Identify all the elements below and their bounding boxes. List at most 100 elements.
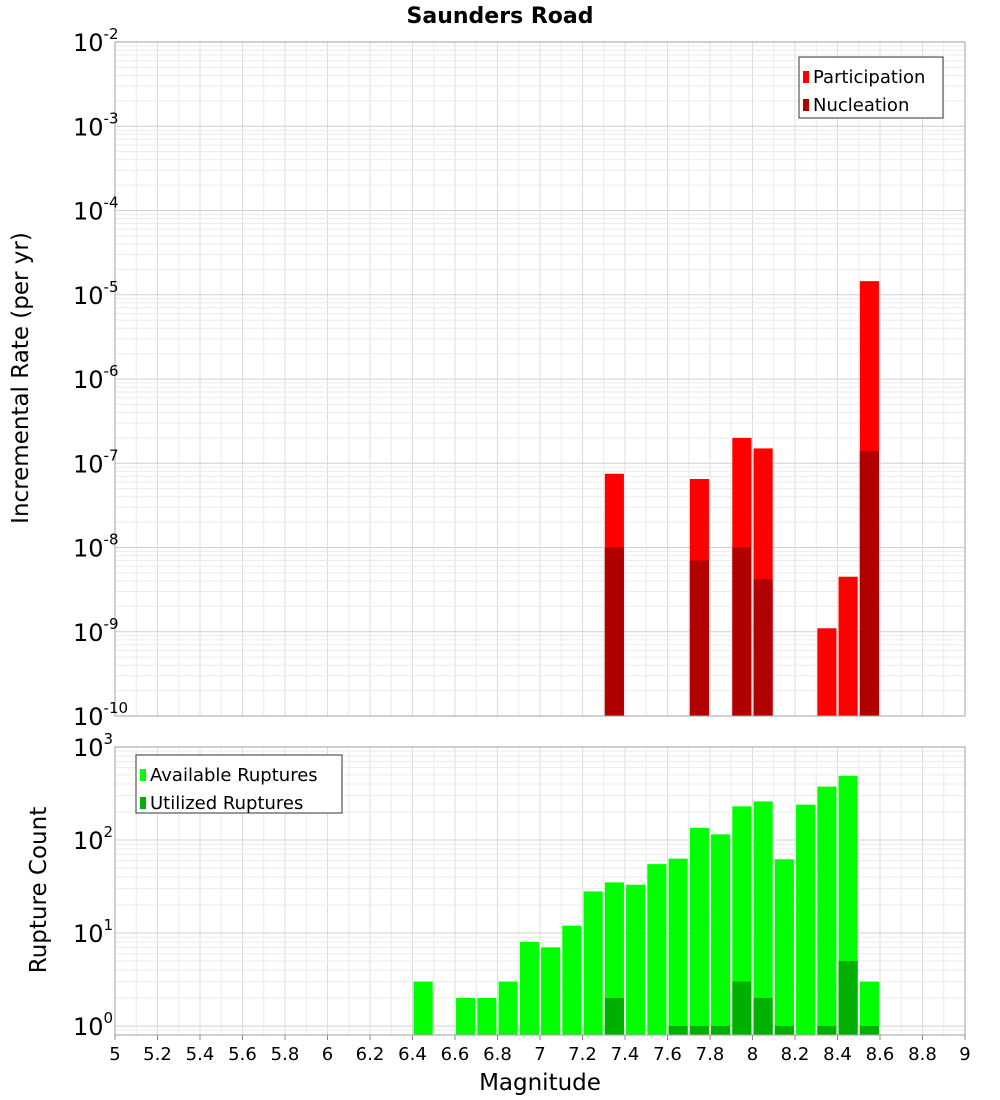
y-tick-exponent: 3 <box>104 730 114 748</box>
top-bar-primary <box>838 576 858 716</box>
bottom-bar-primary <box>498 981 518 1035</box>
bottom-bar-primary <box>604 882 624 1035</box>
top-bar-primary <box>817 628 837 716</box>
x-tick-label: 7.8 <box>696 1044 725 1065</box>
top-y-tick-label: 10-4 <box>73 194 119 226</box>
x-tick-label: 7.4 <box>611 1044 640 1065</box>
top-y-tick-label: 10-7 <box>73 446 119 478</box>
bottom-bar-primary <box>689 827 709 1035</box>
y-tick-base: 10 <box>73 827 104 855</box>
bottom-bar-primary <box>519 942 539 1035</box>
x-tick-label: 5.2 <box>143 1044 172 1065</box>
top-legend-box <box>798 56 944 119</box>
bottom-bar-primary <box>541 947 561 1035</box>
bottom-y-tick-label: 102 <box>73 823 113 855</box>
x-tick-label: 8 <box>747 1044 758 1065</box>
top-legend-label: Nucleation <box>813 95 909 116</box>
bottom-bar-primary <box>859 981 879 1035</box>
x-tick-label: 8.8 <box>908 1044 937 1065</box>
bottom-bar-secondary <box>774 1025 794 1035</box>
x-tick-label: 5 <box>109 1044 120 1065</box>
x-tick-label: 8.4 <box>823 1044 852 1065</box>
bottom-bar-primary <box>753 801 773 1035</box>
bottom-bar-secondary <box>859 1025 879 1035</box>
x-axis-label: Magnitude <box>479 1070 601 1096</box>
bottom-bar-secondary <box>711 1025 731 1035</box>
bottom-bar-primary <box>817 786 837 1035</box>
x-tick-label: 9 <box>959 1044 970 1065</box>
x-tick-label: 6 <box>322 1044 333 1065</box>
x-tick-label: 8.6 <box>866 1044 895 1065</box>
y-tick-exponent: -2 <box>104 25 119 43</box>
y-tick-base: 10 <box>73 450 104 478</box>
x-tick-label: 6.4 <box>398 1044 427 1065</box>
bottom-bar-secondary <box>689 1025 709 1035</box>
bottom-bar-primary <box>732 806 752 1035</box>
bottom-bar-primary <box>626 884 646 1035</box>
y-tick-base: 10 <box>73 29 104 57</box>
y-tick-exponent: -7 <box>104 446 119 464</box>
y-tick-base: 10 <box>73 1013 104 1041</box>
bottom-y-axis-label: Rupture Count <box>26 807 52 973</box>
y-tick-base: 10 <box>73 198 104 226</box>
x-tick-label: 7.6 <box>653 1044 682 1065</box>
bottom-bar-primary <box>562 925 582 1035</box>
bottom-legend-box <box>135 754 343 814</box>
chart-title: Saunders Road <box>407 4 594 29</box>
top-legend: Participation Nucleation <box>798 56 944 119</box>
top-legend-swatch <box>803 71 809 83</box>
top-legend-label: Participation <box>813 67 925 88</box>
y-tick-base: 10 <box>73 535 104 563</box>
bottom-bar-primary <box>456 997 476 1035</box>
bottom-y-tick-label: 100 <box>73 1009 113 1041</box>
bottom-bar-primary <box>477 997 497 1035</box>
bottom-legend: Available Ruptures Utilized Ruptures <box>135 754 343 814</box>
y-tick-base: 10 <box>73 366 104 394</box>
y-tick-exponent: -10 <box>104 699 129 717</box>
y-tick-exponent: 0 <box>104 1009 114 1027</box>
top-y-tick-label: 10-8 <box>73 531 119 563</box>
top-y-tick-label: 10-3 <box>73 109 119 141</box>
x-tick-label: 5.4 <box>186 1044 215 1065</box>
y-tick-base: 10 <box>73 734 104 762</box>
bottom-bar-primary <box>583 891 603 1035</box>
top-bar-secondary <box>689 560 709 716</box>
y-tick-exponent: -6 <box>104 362 119 380</box>
bottom-bar-secondary <box>604 997 624 1035</box>
top-grid <box>114 41 966 717</box>
y-tick-base: 10 <box>73 282 104 310</box>
bottom-bar-primary <box>647 864 667 1035</box>
y-tick-exponent: -3 <box>104 109 119 127</box>
top-bar-secondary <box>859 450 879 716</box>
bottom-bar-primary <box>774 859 794 1035</box>
x-tick-label: 7 <box>534 1044 545 1065</box>
x-tick-label: 5.8 <box>271 1044 300 1065</box>
bottom-y-tick-label: 103 <box>73 730 113 762</box>
top-bar-secondary <box>753 579 773 716</box>
bottom-bar-primary <box>668 858 688 1035</box>
x-tick-label: 5.6 <box>228 1044 257 1065</box>
y-tick-base: 10 <box>73 920 104 948</box>
top-y-tick-label: 10-6 <box>73 362 119 394</box>
y-tick-base: 10 <box>73 703 104 731</box>
bottom-bar-primary <box>711 834 731 1035</box>
top-bars <box>114 41 966 717</box>
y-tick-exponent: -4 <box>104 194 119 212</box>
y-tick-exponent: -9 <box>104 615 119 633</box>
bottom-bar-primary <box>796 804 816 1035</box>
bottom-legend-label: Utilized Ruptures <box>150 793 303 814</box>
top-legend-swatch <box>803 99 809 111</box>
x-tick-labels: 5 5.2 5.4 5.6 5.8 6 6.2 6.4 6.6 6.8 7 7.2 7.4 7.6 7.8 8… <box>109 1035 971 1065</box>
y-tick-base: 10 <box>73 619 104 647</box>
x-tick-label: 6.8 <box>483 1044 512 1065</box>
x-tick-label: 6.6 <box>441 1044 470 1065</box>
plot-frame <box>114 41 966 717</box>
top-y-tick-label: 10-5 <box>73 278 119 310</box>
y-tick-base: 10 <box>73 113 104 141</box>
y-tick-exponent: 2 <box>104 823 114 841</box>
x-tick-label: 8.2 <box>781 1044 810 1065</box>
bottom-bar-secondary <box>753 997 773 1035</box>
top-y-axis-label: Incremental Rate (per yr) <box>8 232 34 524</box>
